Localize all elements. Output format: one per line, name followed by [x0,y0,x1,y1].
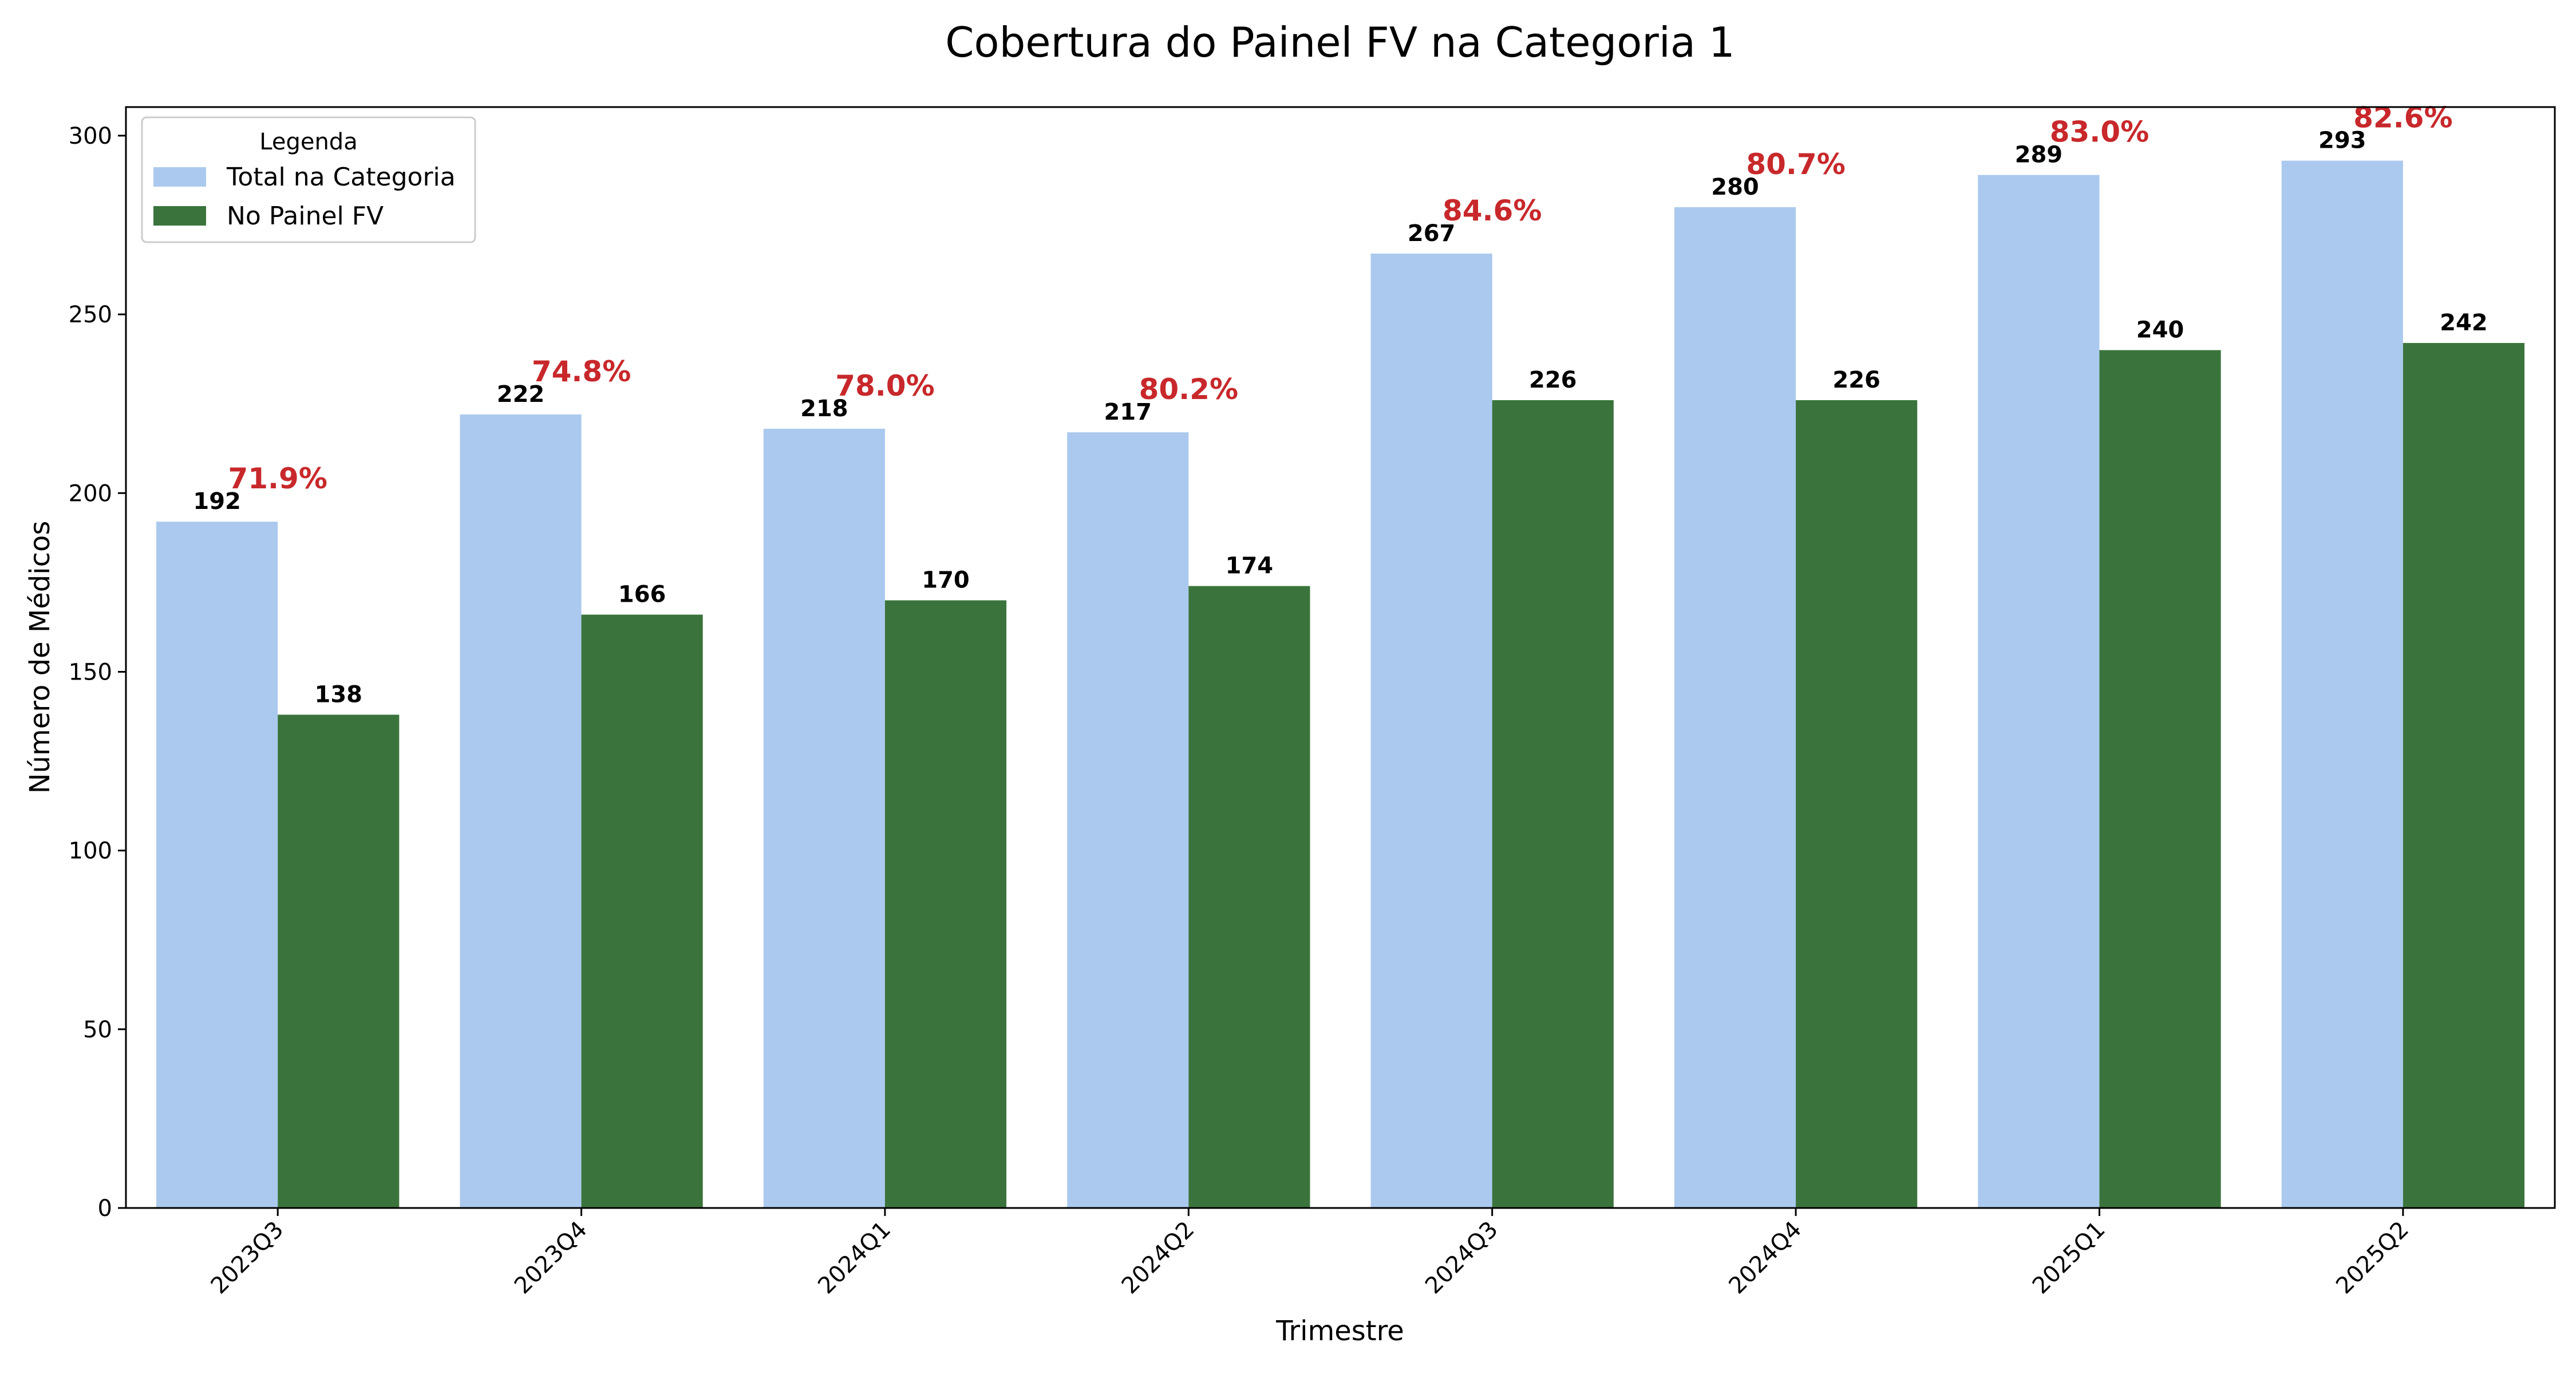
coverage-label-2024Q4: 80.7% [1746,148,1845,181]
x-tick-label-2024Q3: 2024Q3 [1420,1217,1503,1300]
chart-title: Cobertura do Painel FV na Categoria 1 [945,18,1735,66]
bar-total-2023Q4 [460,414,582,1208]
legend-label-painel: No Painel FV [227,202,384,231]
y-tick-label-200: 200 [69,480,112,507]
legend-box [141,116,476,243]
y-tick-label-250: 250 [69,302,112,328]
coverage-label-2024Q1: 78.0% [835,369,934,402]
value-label-painel-2025Q2: 242 [2440,310,2488,336]
bar-total-2025Q1 [1978,175,2100,1209]
y-tick-label-0: 0 [98,1195,112,1222]
x-tick-label-2024Q1: 2024Q1 [813,1217,896,1300]
legend-title: Legenda [259,129,357,155]
value-label-painel-2023Q4: 166 [618,582,666,608]
y-tick-label-100: 100 [69,838,112,864]
value-label-painel-2024Q3: 226 [1529,367,1577,393]
value-label-painel-2024Q2: 174 [1226,553,1274,579]
x-tick-label-2025Q1: 2025Q1 [2028,1217,2111,1300]
x-tick-label-2024Q2: 2024Q2 [1117,1217,1200,1300]
value-label-total-2025Q2: 293 [2318,128,2366,154]
x-axis-label: Trimestre [1275,1315,1404,1347]
value-label-total-2023Q4: 222 [497,381,545,408]
value-label-total-2024Q4: 280 [1711,174,1759,200]
bar-painel-2024Q3 [1492,400,1614,1208]
bar-painel-2023Q4 [581,614,703,1208]
bar-total-2023Q3 [156,522,278,1208]
y-tick-label-50: 50 [83,1017,112,1043]
plot-area [125,106,2556,1209]
bar-total-2024Q1 [763,428,885,1209]
x-axis: 2023Q3 2023Q4 2024Q1 2024Q2 2024Q3 2024Q4 2025… [206,1208,2414,1300]
y-tick-label-150: 150 [69,659,112,685]
bar-painel-2024Q2 [1188,586,1310,1208]
y-tick-label-300: 300 [69,123,112,149]
value-labels-layer: 192 138 222 166 218 170 217 174 267 226 280 226 289 2… [193,128,2487,708]
x-tick-label-2025Q2: 2025Q2 [2331,1217,2414,1300]
coverage-label-2024Q2: 80.2% [1139,373,1238,406]
y-axis: 0 50 100 150 200 250 300 [69,123,126,1222]
bar-painel-2024Q4 [1796,400,1918,1208]
value-label-total-2024Q2: 217 [1104,399,1152,425]
bar-painel-2025Q1 [2099,350,2221,1208]
bars-layer [156,160,2524,1209]
value-label-total-2024Q3: 267 [1408,220,1456,247]
bar-total-2024Q4 [1674,207,1796,1209]
bar-painel-2025Q2 [2403,343,2524,1208]
legend-swatch-total [153,167,206,187]
value-label-painel-2024Q4: 226 [1832,367,1880,393]
bar-painel-2023Q3 [278,714,400,1208]
coverage-label-2024Q3: 84.6% [1443,194,1542,227]
value-label-total-2025Q1: 289 [2015,142,2063,168]
x-tick-label-2023Q4: 2023Q4 [509,1217,592,1300]
bar-painel-2024Q1 [884,600,1007,1208]
bar-total-2024Q3 [1370,253,1492,1208]
coverage-label-2023Q4: 74.8% [532,355,631,388]
value-label-painel-2024Q1: 170 [922,567,970,594]
legend: Legenda Total na Categoria No Painel FV [141,116,476,243]
y-axis-label: Número de Médicos [24,521,56,794]
coverage-label-2025Q2: 82.6% [2353,101,2452,135]
value-label-painel-2025Q1: 240 [2136,317,2184,344]
legend-label-total: Total na Categoria [226,163,456,192]
legend-swatch-painel [153,206,206,226]
value-label-total-2024Q1: 218 [800,396,848,422]
coverage-label-2023Q3: 71.9% [228,462,327,495]
coverage-label-2025Q1: 83.0% [2050,116,2149,149]
bar-total-2024Q2 [1067,432,1189,1208]
x-tick-label-2024Q4: 2024Q4 [1724,1217,1807,1300]
value-label-painel-2023Q3: 138 [315,681,363,708]
value-label-total-2023Q3: 192 [193,488,241,515]
bar-total-2025Q2 [2281,160,2403,1208]
x-tick-label-2023Q3: 2023Q3 [206,1217,289,1300]
